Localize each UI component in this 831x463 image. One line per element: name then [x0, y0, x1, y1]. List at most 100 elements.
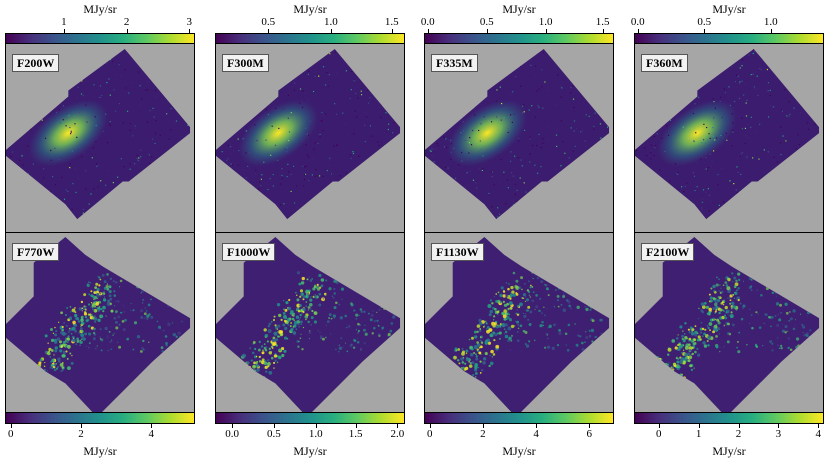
dust-filament — [169, 279, 171, 282]
star-pixel — [267, 188, 269, 191]
dust-filament — [299, 337, 302, 339]
dust-filament — [299, 316, 302, 319]
star-pixel — [346, 229, 347, 230]
dust-filament — [667, 347, 672, 352]
dust-filament — [696, 353, 701, 357]
dust-filament — [714, 318, 716, 321]
star-pixel — [290, 190, 292, 193]
star-pixel — [9, 73, 11, 76]
dust-filament — [690, 331, 695, 336]
dust-filament — [298, 303, 302, 307]
star-pixel — [299, 88, 302, 90]
dust-filament — [511, 290, 515, 294]
star-pixel — [645, 114, 648, 116]
dust-filament — [272, 318, 276, 322]
colorbar-tick-label: 0.5 — [261, 16, 276, 28]
dust-filament — [694, 325, 697, 328]
dust-filament — [675, 337, 679, 340]
dust-filament — [386, 280, 390, 283]
star-pixel — [773, 156, 775, 158]
star-pixel — [367, 102, 370, 104]
dust-filament — [109, 277, 113, 281]
star-pixel — [30, 188, 32, 190]
star-pixel — [432, 154, 434, 157]
star-pixel — [741, 59, 744, 61]
star-pixel — [560, 175, 562, 177]
star-pixel — [218, 85, 220, 87]
star-pixel — [723, 214, 726, 216]
dust-filament — [460, 357, 464, 361]
star-pixel — [244, 191, 246, 194]
dust-filament — [733, 297, 736, 300]
dust-filament — [237, 386, 240, 389]
star-pixel — [342, 112, 344, 114]
dust-filament — [98, 284, 101, 287]
star-pixel — [763, 149, 765, 151]
star-pixel — [43, 177, 45, 179]
dust-filament — [318, 303, 322, 307]
dust-filament — [88, 303, 91, 306]
dust-filament — [688, 349, 692, 352]
dust-filament — [106, 337, 109, 339]
dust-filament — [127, 278, 130, 282]
dust-filament — [740, 317, 744, 321]
dust-filament — [717, 321, 721, 325]
star-pixel — [112, 60, 114, 63]
dust-filament — [231, 389, 236, 393]
dust-filament — [727, 322, 730, 326]
star-pixel — [769, 104, 771, 106]
star-pixel — [428, 128, 430, 130]
star-pixel — [443, 96, 445, 99]
star-pixel — [271, 80, 273, 82]
dust-filament — [383, 306, 387, 310]
dust-filament — [687, 352, 691, 356]
star-pixel — [249, 106, 251, 108]
star-pixel — [433, 161, 435, 163]
dust-filament — [265, 370, 268, 373]
dust-filament — [673, 364, 677, 368]
dust-filament — [702, 341, 706, 345]
dust-filament — [71, 355, 73, 357]
dust-filament — [109, 340, 112, 344]
star-pixel — [140, 156, 142, 158]
galaxy-bulge — [447, 99, 528, 167]
dust-filament — [684, 336, 688, 340]
dust-filament — [66, 337, 71, 341]
star-pixel — [379, 95, 381, 98]
dust-filament — [392, 302, 395, 305]
star-pixel — [495, 100, 497, 102]
star-pixel — [256, 230, 257, 231]
star-pixel — [384, 197, 386, 199]
dust-filament — [585, 336, 589, 340]
star-pixel — [356, 116, 358, 118]
star-pixel — [383, 191, 385, 193]
dust-filament — [521, 288, 523, 291]
colorbar-tick-mark — [778, 424, 780, 428]
dust-filament — [256, 368, 260, 372]
dust-filament — [507, 339, 511, 343]
star-pixel — [707, 188, 710, 190]
star-pixel — [96, 46, 97, 47]
star-pixel — [517, 157, 519, 159]
star-pixel — [706, 126, 708, 129]
star-pixel — [287, 163, 289, 166]
star-pixel — [655, 51, 657, 53]
dust-filament — [282, 323, 286, 327]
star-pixel — [703, 80, 706, 82]
dust-filament — [573, 287, 576, 291]
dust-filament — [805, 343, 808, 345]
dust-filament — [475, 357, 479, 361]
star-pixel — [760, 69, 762, 71]
star-pixel — [523, 129, 526, 131]
star-pixel — [653, 136, 655, 138]
dust-filament — [737, 350, 741, 354]
star-pixel — [736, 166, 738, 168]
star-pixel — [446, 89, 448, 91]
star-pixel — [269, 177, 271, 180]
dust-filament — [515, 293, 519, 296]
dust-filament — [677, 377, 679, 379]
star-pixel — [154, 226, 155, 227]
star-pixel — [117, 176, 119, 178]
star-pixel — [286, 176, 288, 178]
star-pixel — [268, 84, 270, 86]
